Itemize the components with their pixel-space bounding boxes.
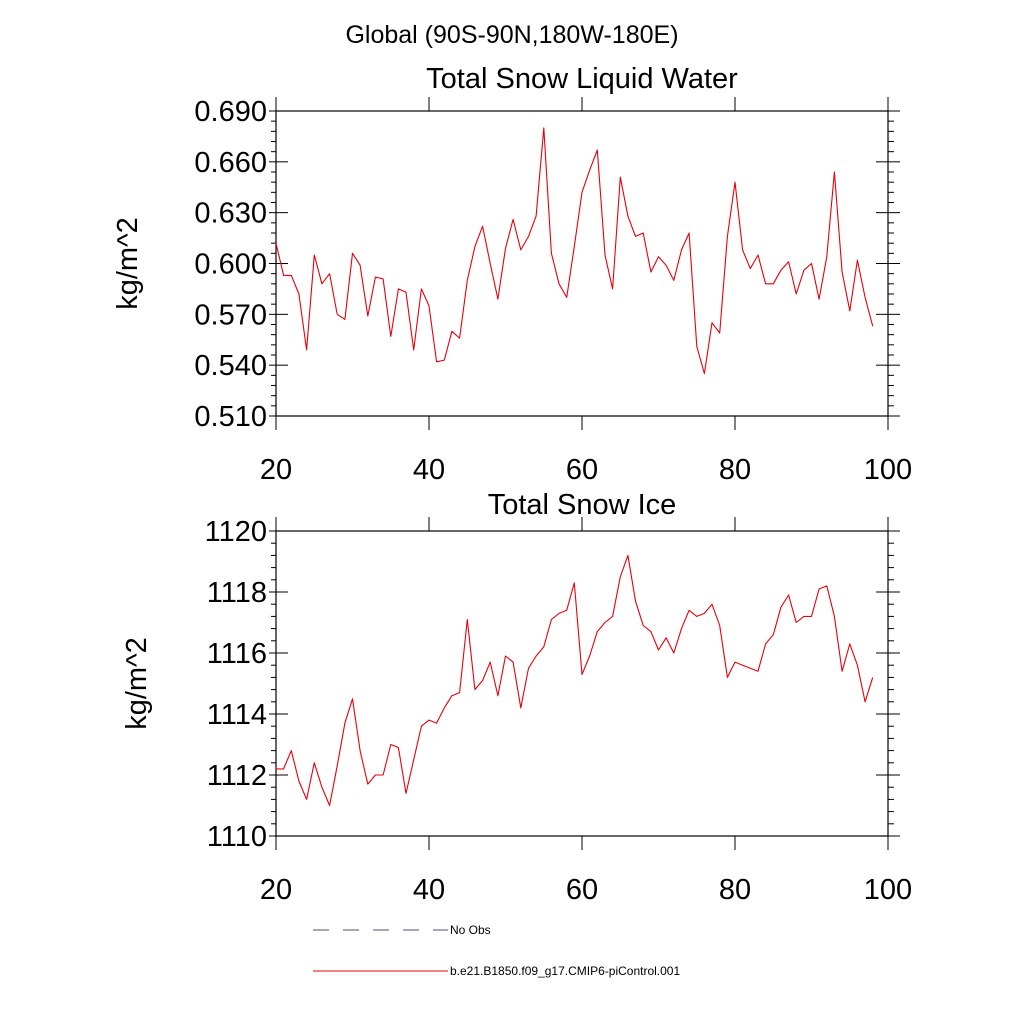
y-axis-label: kg/m^2 (112, 217, 144, 310)
y-tick-label: 1118 (207, 577, 267, 609)
x-tick-label: 40 (413, 454, 445, 486)
plot-frame (275, 530, 889, 837)
y-tick-label: 0.510 (194, 401, 267, 433)
legend: No Obs b.e21.B1850.f09_g17.CMIP6-piContro… (313, 923, 680, 978)
figure-title: Global (90S-90N,180W-180E) (345, 21, 678, 49)
y-tick-label: 1110 (207, 821, 267, 853)
x-tick-label: 100 (864, 454, 912, 486)
legend-label: No Obs (450, 923, 491, 937)
x-tick-label: 60 (566, 454, 598, 486)
x-tick-label: 60 (566, 874, 598, 906)
x-tick-label: 80 (719, 874, 751, 906)
x-tick-label: 40 (413, 874, 445, 906)
y-tick-label: 0.660 (194, 147, 267, 179)
y-tick-label: 1120 (205, 516, 267, 548)
panel-snow-liquid-water: Total Snow Liquid Water kg/m^2 0.510 0.540 0… (112, 63, 912, 486)
y-tick-label: 1114 (207, 699, 267, 731)
y-tick-label: 1116 (207, 638, 267, 670)
x-tick-label: 100 (864, 874, 912, 906)
plot-title: Total Snow Liquid Water (426, 63, 738, 95)
x-tick-label: 20 (260, 454, 292, 486)
y-tick-label: 0.570 (194, 299, 267, 331)
plot-frame (275, 110, 889, 417)
series-line (275, 127, 874, 375)
y-axis-label: kg/m^2 (121, 637, 153, 730)
y-tick-label: 0.690 (194, 96, 267, 128)
y-tick-label: 0.540 (194, 350, 267, 382)
y-tick-label: 0.630 (194, 198, 267, 230)
legend-label: b.e21.B1850.f09_g17.CMIP6-piControl.001 (450, 964, 680, 978)
series-line (276, 554, 874, 807)
y-tick-label: 0.600 (194, 249, 267, 281)
x-tick-label: 80 (719, 454, 751, 486)
x-tick-label: 20 (260, 874, 292, 906)
y-tick-label: 1112 (207, 760, 267, 792)
plot-title: Total Snow Ice (488, 489, 677, 521)
panel-snow-ice: Total Snow Ice kg/m^2 1110 1112 1114 1116 1118… (121, 489, 912, 906)
